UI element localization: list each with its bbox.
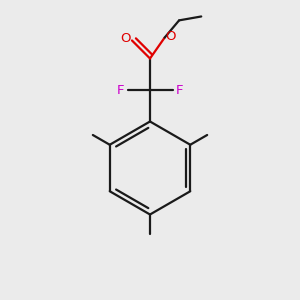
Text: F: F xyxy=(117,83,125,97)
Text: F: F xyxy=(175,83,183,97)
Text: O: O xyxy=(165,30,175,43)
Text: O: O xyxy=(120,32,130,46)
